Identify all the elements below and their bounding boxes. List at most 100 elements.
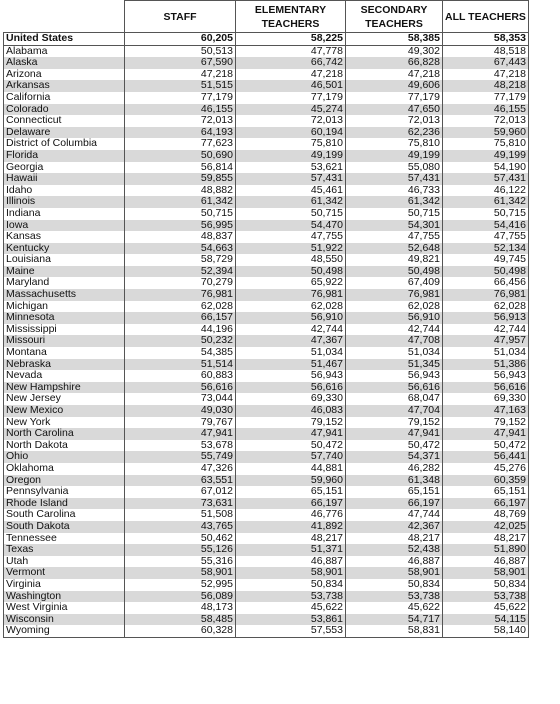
staff-cell: 56,814 — [124, 161, 236, 174]
state-name-cell: Connecticut — [3, 115, 125, 127]
staff-cell: 53,678 — [124, 439, 236, 452]
staff-cell: 70,279 — [124, 277, 236, 290]
staff-cell: 55,126 — [124, 544, 236, 556]
staff-cell: 47,326 — [124, 462, 236, 475]
state-name-cell: Indiana — [3, 207, 125, 220]
secondary-teachers-cell: 45,622 — [345, 602, 443, 614]
elementary-teachers-cell: 44,881 — [235, 462, 346, 475]
state-name-cell: Pennsylvania — [3, 486, 125, 498]
secondary-teachers-cell: 76,981 — [345, 289, 443, 301]
elementary-teachers-cell: 47,218 — [235, 68, 346, 81]
all-teachers-cell: 58,901 — [442, 567, 529, 579]
secondary-teachers-cell: 58,831 — [345, 625, 443, 638]
secondary-teachers-cell: 47,704 — [345, 405, 443, 417]
secondary-teachers-cell: 65,151 — [345, 486, 443, 498]
staff-cell: 61,342 — [124, 196, 236, 208]
secondary-teachers-cell: 42,744 — [345, 323, 443, 336]
secondary-teachers-cell: 51,345 — [345, 358, 443, 371]
staff-cell: 59,855 — [124, 173, 236, 185]
elementary-teachers-cell: 76,981 — [235, 289, 346, 301]
secondary-teachers-cell: 50,472 — [345, 439, 443, 452]
elementary-teachers-cell: 46,083 — [235, 405, 346, 417]
state-name-cell: North Carolina — [3, 428, 125, 440]
all-teachers-cell: 69,330 — [442, 393, 529, 405]
table-row: Louisiana 58,729 48,550 49,821 49,745 — [3, 254, 529, 266]
table-row: Alaska 67,590 66,742 66,828 67,443 — [3, 57, 529, 69]
staff-cell: 50,232 — [124, 335, 236, 348]
staff-cell: 50,690 — [124, 149, 236, 162]
staff-cell: 63,551 — [124, 474, 236, 487]
secondary-teachers-cell: 50,498 — [345, 265, 443, 278]
state-name-cell: Maine — [3, 265, 125, 278]
elementary-teachers-cell: 59,960 — [235, 474, 346, 487]
elementary-teachers-cell: 45,274 — [235, 103, 346, 116]
elementary-teachers-cell: 45,622 — [235, 602, 346, 614]
secondary-teachers-cell: 68,047 — [345, 393, 443, 405]
all-teachers-cell: 61,342 — [442, 196, 529, 208]
elementary-teachers-cell: 53,621 — [235, 161, 346, 174]
staff-cell: 60,328 — [124, 625, 236, 638]
secondary-teachers-cell: 47,744 — [345, 509, 443, 521]
staff-cell: 43,765 — [124, 520, 236, 533]
elementary-teachers-cell: 69,330 — [235, 393, 346, 405]
state-name-cell: Utah — [3, 555, 125, 568]
staff-cell: 62,028 — [124, 300, 236, 313]
state-name-cell: Tennessee — [3, 532, 125, 545]
header-elementary-teachers: ELEMENTARY TEACHERS — [235, 0, 346, 33]
staff-cell: 48,882 — [124, 184, 236, 197]
state-name-cell: Hawaii — [3, 173, 125, 185]
secondary-teachers-cell: 56,943 — [345, 370, 443, 382]
all-teachers-cell: 48,518 — [442, 45, 529, 58]
secondary-teachers-cell: 54,301 — [345, 219, 443, 232]
all-teachers-cell: 56,616 — [442, 381, 529, 394]
elementary-teachers-cell: 42,744 — [235, 323, 346, 336]
staff-cell: 56,089 — [124, 590, 236, 603]
table-row: Mississippi 44,196 42,744 42,744 42,744 — [3, 323, 529, 336]
table-row: Washington 56,089 53,738 53,738 53,738 — [3, 590, 529, 603]
secondary-teachers-cell: 49,199 — [345, 149, 443, 162]
all-teachers-cell: 50,472 — [442, 439, 529, 452]
staff-cell: 58,485 — [124, 613, 236, 626]
all-teachers-cell: 66,456 — [442, 277, 529, 290]
secondary-teachers-cell: 67,409 — [345, 277, 443, 290]
staff-cell: 47,218 — [124, 68, 236, 81]
elementary-teachers-cell: 56,943 — [235, 370, 346, 382]
table-row: Illinois 61,342 61,342 61,342 61,342 — [3, 196, 529, 208]
secondary-teachers-cell: 79,152 — [345, 416, 443, 429]
state-name-cell: Massachusetts — [3, 289, 125, 301]
state-name-cell: Arizona — [3, 68, 125, 81]
all-teachers-cell: 49,745 — [442, 254, 529, 266]
elementary-teachers-cell: 47,941 — [235, 428, 346, 440]
state-name-cell: California — [3, 91, 125, 104]
elementary-teachers-cell: 56,910 — [235, 312, 346, 324]
staff-cell: 72,013 — [124, 115, 236, 127]
all-teachers-cell: 59,960 — [442, 126, 529, 139]
table-row: West Virginia 48,173 45,622 45,622 45,622 — [3, 602, 529, 614]
table-row: New York 79,767 79,152 79,152 79,152 — [3, 416, 529, 429]
staff-cell: 58,901 — [124, 567, 236, 579]
all-teachers-cell: 47,941 — [442, 428, 529, 440]
all-teachers-cell: 48,218 — [442, 80, 529, 92]
secondary-teachers-cell: 47,218 — [345, 68, 443, 81]
state-name-cell: Iowa — [3, 219, 125, 232]
table-row: Kansas 48,837 47,755 47,755 47,755 — [3, 231, 529, 243]
state-name-cell: Kansas — [3, 231, 125, 243]
table-row: Iowa 56,995 54,470 54,301 54,416 — [3, 219, 529, 232]
secondary-teachers-cell: 61,342 — [345, 196, 443, 208]
staff-cell: 48,837 — [124, 231, 236, 243]
elementary-teachers-cell: 72,013 — [235, 115, 346, 127]
table-row: New Mexico 49,030 46,083 47,704 47,163 — [3, 405, 529, 417]
all-teachers-cell: 46,155 — [442, 103, 529, 116]
all-teachers-cell: 65,151 — [442, 486, 529, 498]
state-name-cell: Oklahoma — [3, 462, 125, 475]
secondary-teachers-cell: 61,348 — [345, 474, 443, 487]
elementary-teachers-cell: 41,892 — [235, 520, 346, 533]
table-row: Massachusetts 76,981 76,981 76,981 76,981 — [3, 289, 529, 301]
secondary-teachers-cell: 50,715 — [345, 207, 443, 220]
elementary-teachers-cell: 46,776 — [235, 509, 346, 521]
secondary-teachers-cell: 66,197 — [345, 497, 443, 510]
secondary-teachers-cell: 47,650 — [345, 103, 443, 116]
all-teachers-cell: 50,834 — [442, 578, 529, 591]
all-teachers-cell: 54,115 — [442, 613, 529, 626]
secondary-teachers-cell: 53,738 — [345, 590, 443, 603]
